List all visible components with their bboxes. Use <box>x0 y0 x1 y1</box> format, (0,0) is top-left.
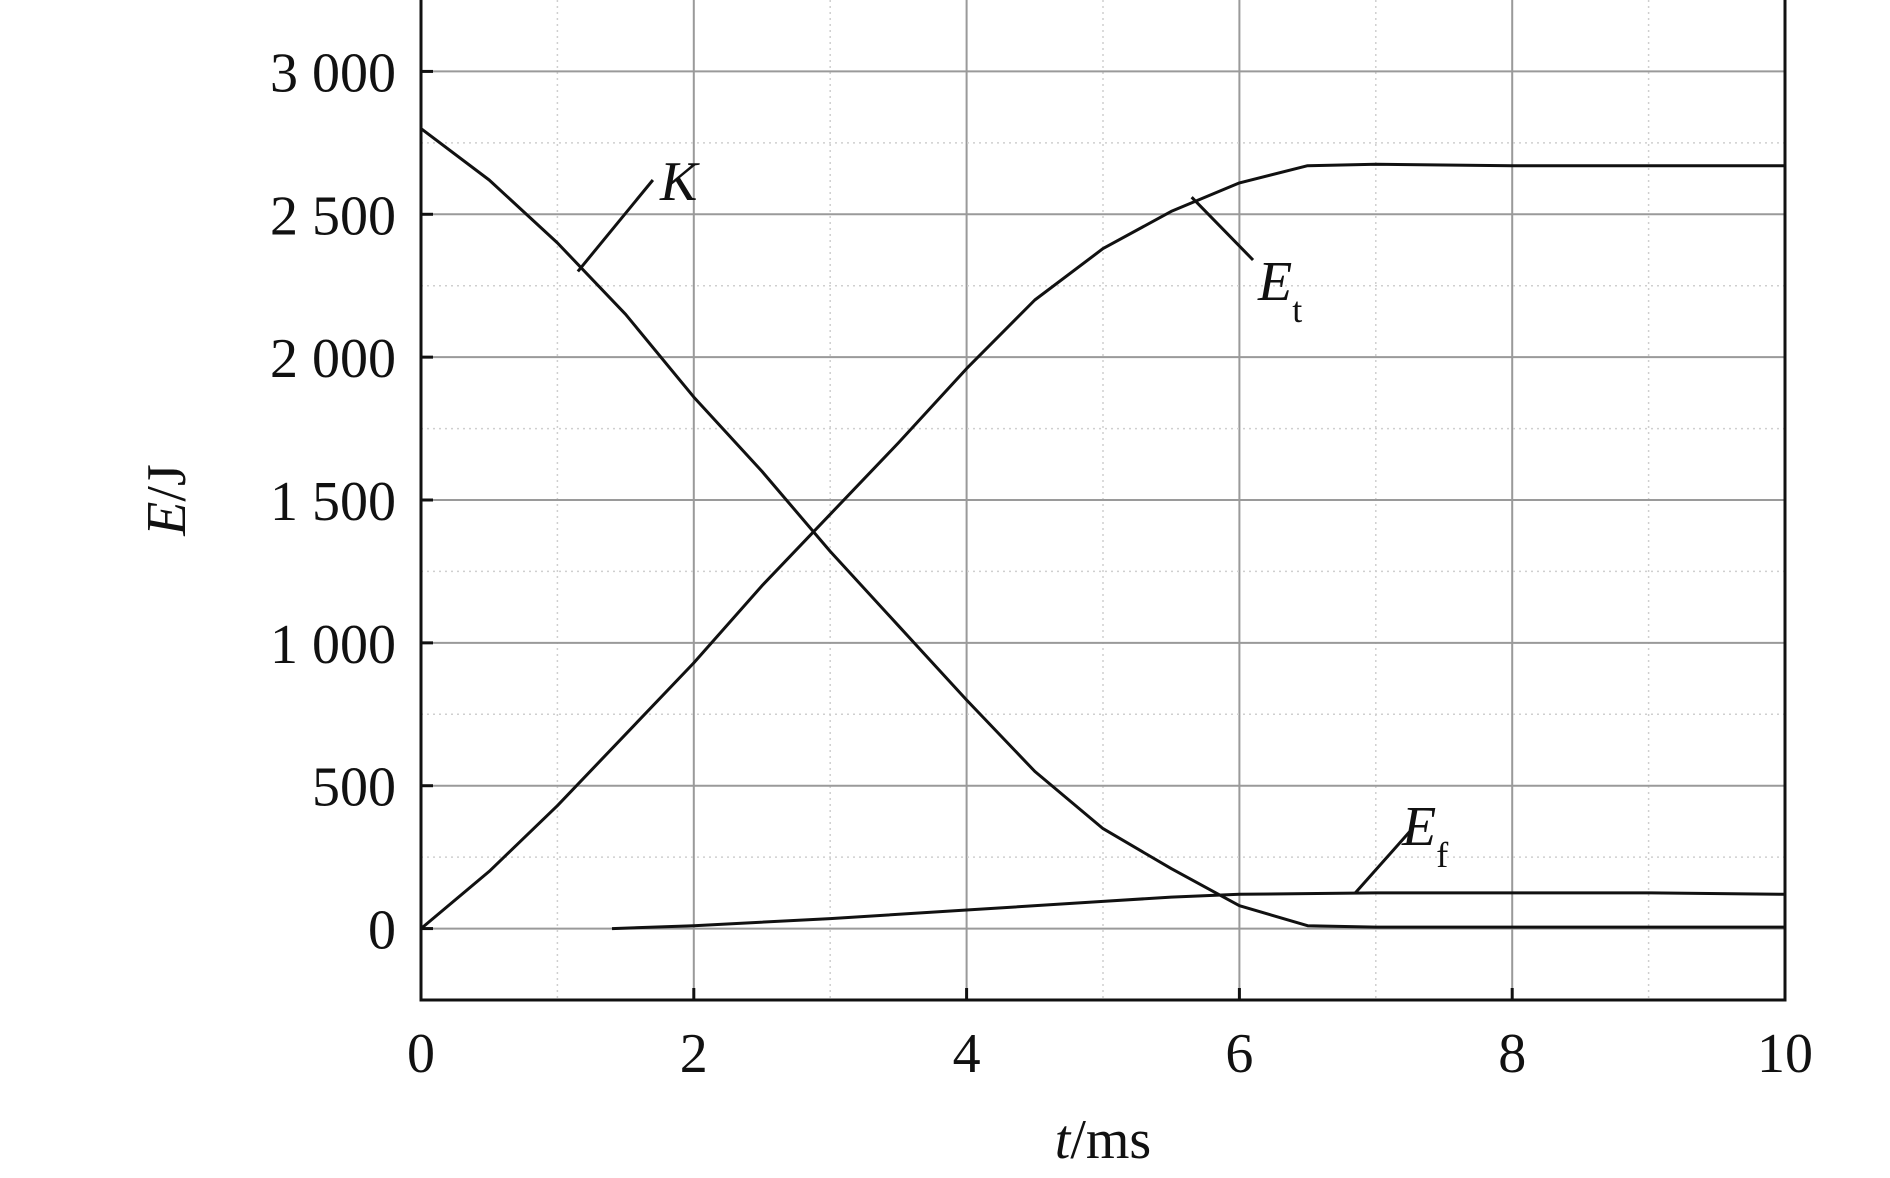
x-tick-label: 2 <box>680 1023 708 1085</box>
y-tick-label: 1 000 <box>270 614 396 676</box>
y-tick-label: 2 000 <box>270 328 396 390</box>
series-layer <box>420 127 1786 931</box>
callout-leader-Ef <box>1354 830 1412 894</box>
y-tick-label: 3 000 <box>270 42 396 104</box>
plot-frame <box>419 0 1787 1002</box>
callout-leader-Et <box>1190 196 1255 262</box>
x-axis-label-var: t <box>1055 1109 1072 1171</box>
y-axis-label-var: E <box>136 502 198 537</box>
x-tick-label: 6 <box>1225 1023 1253 1085</box>
x-tick-label: 10 <box>1757 1023 1813 1085</box>
series-label-main: E <box>1257 251 1292 313</box>
x-tick-label: 8 <box>1498 1023 1526 1085</box>
tick-layer: 0 2 4 6 8 10 0 500 1 000 1 500 2 000 2 500 3 000 <box>270 42 1813 1085</box>
y-tick-label: 0 <box>368 900 396 962</box>
x-axis-label-unit: /ms <box>1070 1109 1151 1171</box>
y-tick-label: 1 500 <box>270 471 396 533</box>
grid-layer <box>421 0 1785 1000</box>
x-tick-label: 0 <box>407 1023 435 1085</box>
y-axis-label-unit: /J <box>136 464 198 501</box>
series-line-K <box>420 127 1785 929</box>
x-tick-label: 4 <box>953 1023 981 1085</box>
x-axis-label: t/ms <box>1055 1109 1151 1171</box>
series-label-sub: t <box>1292 290 1302 330</box>
y-axis-label: E/J <box>136 464 198 537</box>
y-tick-label: 500 <box>312 757 396 819</box>
series-label-main: E <box>1401 796 1436 858</box>
series-line-Et <box>420 162 1785 930</box>
y-tick-label: 2 500 <box>270 185 396 247</box>
callout-leader-K <box>576 179 655 273</box>
series-label-sub: f <box>1436 835 1448 875</box>
series-label-main: K <box>659 151 700 213</box>
series-label-K: K <box>659 151 700 213</box>
series-line-Ef <box>611 891 1786 931</box>
series-label-Ef: Ef <box>1401 796 1448 875</box>
series-label-Et: Et <box>1257 251 1302 330</box>
